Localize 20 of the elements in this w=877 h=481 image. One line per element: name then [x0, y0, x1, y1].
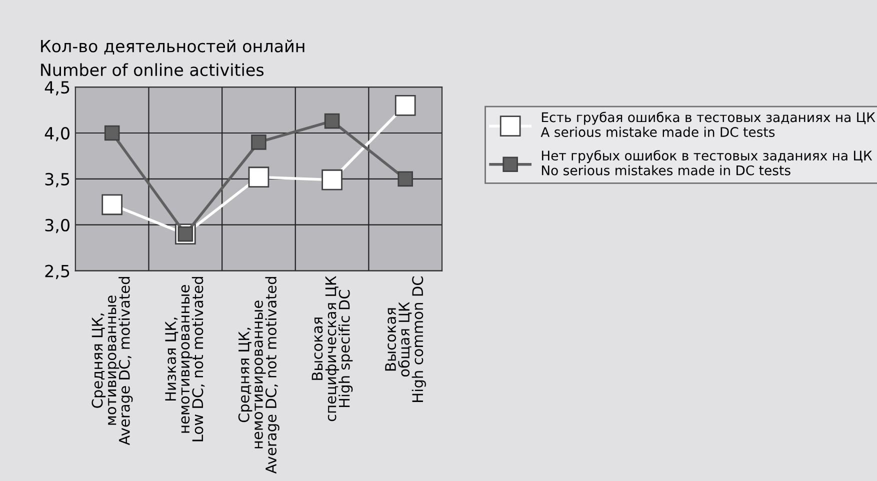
- y-tick-label: 2,5: [45, 264, 70, 280]
- y-tick-label: 3,5: [45, 172, 70, 188]
- legend-label: Есть грубая ошибка в тестовых заданиях на ЦК A serious mistake made in DC tests: [540, 112, 876, 138]
- y-axis-title: Кол-во деятельностей онлайн Number of online activities: [41, 40, 304, 76]
- point: [104, 125, 120, 141]
- point: [394, 95, 416, 116]
- x-tick-label: Низкая ЦК, немотивированные Low DC, not motivated: [165, 276, 205, 442]
- point: [322, 169, 342, 190]
- y-tick-label: 4,5: [44, 81, 70, 96]
- point: [251, 134, 266, 150]
- point: [248, 166, 270, 188]
- point: [324, 113, 340, 129]
- x-tick-label: Средняя ЦК, немотивированные Average DC, not motivated: [238, 276, 280, 474]
- x-tick-label: Высокая общая ЦК High common DC: [385, 276, 426, 402]
- legend-label: Нет грубых ошибок в тестовых заданиях на ЦК No serious mistakes made in DC tests: [542, 150, 872, 176]
- x-tick-label: Средняя ЦК, мотивированные Average DC, motivated: [92, 276, 133, 446]
- y-tick-label: 3,0: [45, 218, 70, 234]
- point: [102, 194, 122, 216]
- point: [398, 171, 413, 187]
- y-tick-label: 4,0: [44, 126, 70, 142]
